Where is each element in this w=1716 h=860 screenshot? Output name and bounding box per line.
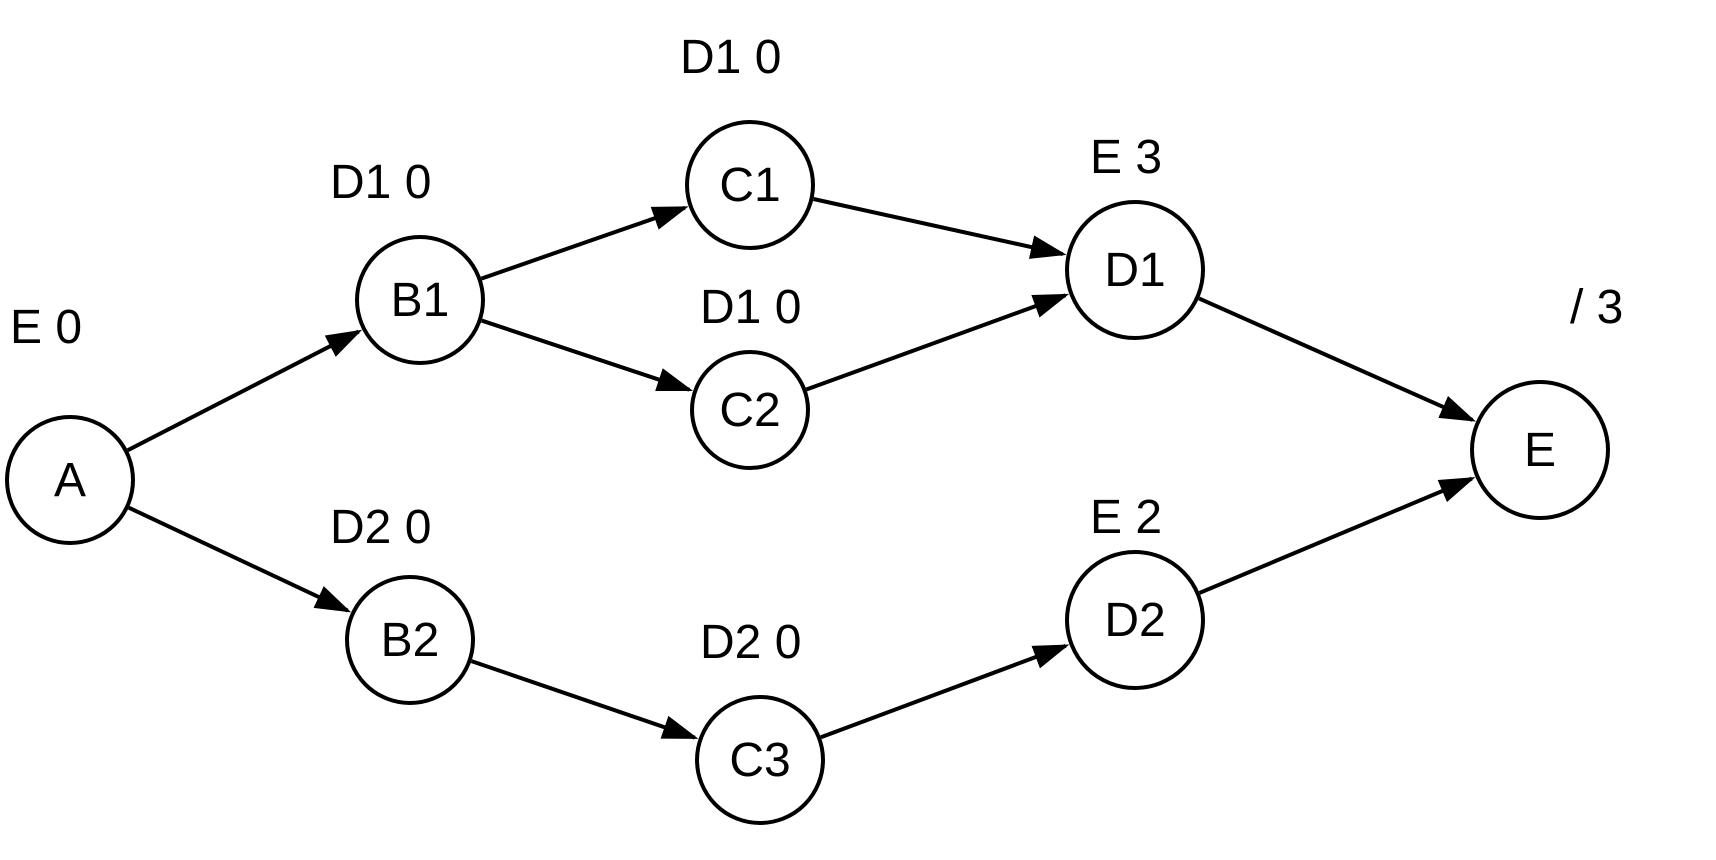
edge-A-B1 — [128, 332, 359, 451]
node-C2: C2 — [690, 350, 810, 470]
annotation-C3: D2 0 — [700, 615, 801, 670]
annotation-D1: E 3 — [1090, 130, 1162, 185]
annotation-D2: E 2 — [1090, 490, 1162, 545]
edges-layer — [0, 0, 1716, 860]
annotation-E: / 3 — [1570, 280, 1623, 335]
node-label-B2: B2 — [381, 613, 440, 668]
annotation-C1: D1 0 — [680, 30, 781, 85]
edge-B1-C2 — [482, 321, 690, 390]
node-D2: D2 — [1065, 550, 1205, 690]
node-E: E — [1470, 380, 1610, 520]
node-C1: C1 — [685, 120, 815, 250]
edge-B1-C1 — [481, 208, 684, 279]
node-label-D1: D1 — [1104, 243, 1165, 298]
graph-diagram: A B1 B2 C1 C2 C3 D1 D2 E E 0 D1 0 D2 0 D1 0 D1 0 D2 0… — [0, 0, 1716, 860]
edge-C1-D1 — [813, 199, 1062, 254]
node-D1: D1 — [1065, 200, 1205, 340]
annotation-A: E 0 — [10, 300, 82, 355]
node-label-E: E — [1524, 423, 1556, 478]
edge-A-B2 — [129, 508, 348, 611]
edge-B2-C3 — [471, 661, 694, 738]
node-B2: B2 — [345, 575, 475, 705]
node-B1: B1 — [355, 235, 485, 365]
node-label-D2: D2 — [1104, 593, 1165, 648]
edge-C3-D2 — [821, 646, 1066, 737]
node-label-A: A — [54, 453, 86, 508]
edge-C2-D1 — [806, 295, 1065, 389]
edge-D1-E — [1199, 298, 1472, 420]
node-C3: C3 — [695, 695, 825, 825]
edge-D2-E — [1200, 479, 1472, 593]
annotation-B1: D1 0 — [330, 155, 431, 210]
node-label-C3: C3 — [729, 733, 790, 788]
node-label-C1: C1 — [719, 158, 780, 213]
node-A: A — [5, 415, 135, 545]
annotation-B2: D2 0 — [330, 500, 431, 555]
annotation-C2: D1 0 — [700, 280, 801, 335]
node-label-B1: B1 — [391, 273, 450, 328]
node-label-C2: C2 — [719, 383, 780, 438]
